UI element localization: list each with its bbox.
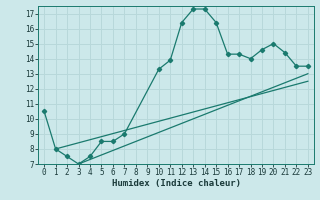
- X-axis label: Humidex (Indice chaleur): Humidex (Indice chaleur): [111, 179, 241, 188]
